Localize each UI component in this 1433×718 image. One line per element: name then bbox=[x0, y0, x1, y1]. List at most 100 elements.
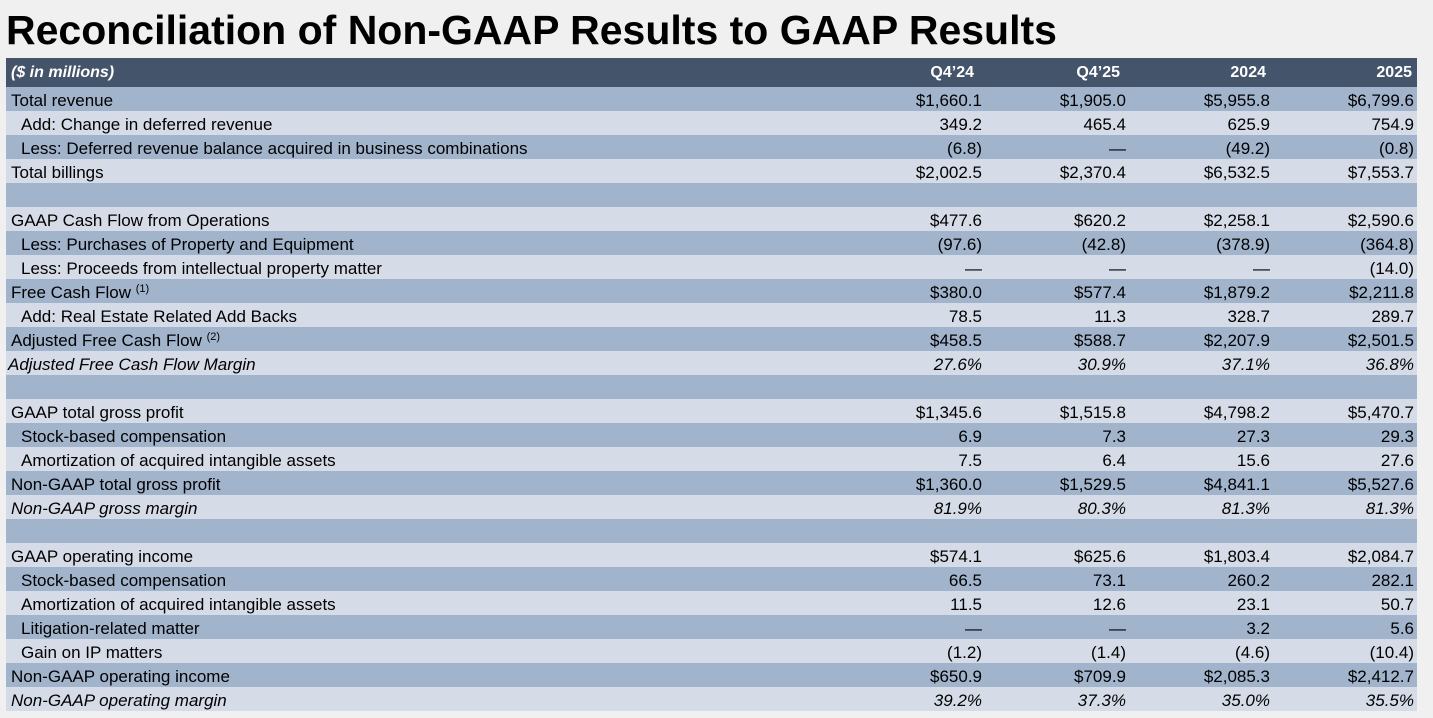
spacer-row bbox=[6, 519, 1417, 543]
table-row: GAAP total gross profit $1,345.6 $1,515.… bbox=[6, 399, 1417, 423]
table-row: Add: Real Estate Related Add Backs 78.5 … bbox=[6, 303, 1417, 327]
cell-value: (6.8) bbox=[947, 139, 982, 158]
row-label: Add: Change in deferred revenue bbox=[21, 115, 273, 134]
cell-value: 328.7 bbox=[1227, 307, 1270, 326]
cell-value: 625.9 bbox=[1227, 115, 1270, 134]
cell-value: (1.2) bbox=[947, 643, 982, 662]
row-label: Gain on IP matters bbox=[21, 643, 163, 662]
cell-value: $4,798.2 bbox=[1203, 403, 1270, 422]
cell-value: $1,529.5 bbox=[1059, 475, 1126, 494]
cell-value: $2,412.7 bbox=[1347, 667, 1414, 686]
cell-value: $5,527.6 bbox=[1347, 475, 1414, 494]
row-label: Less: Purchases of Property and Equipmen… bbox=[21, 235, 354, 254]
table-row: GAAP Cash Flow from Operations $477.6 $6… bbox=[6, 207, 1417, 231]
row-label: Amortization of acquired intangible asse… bbox=[21, 451, 336, 470]
row-label: Adjusted Free Cash Flow Margin bbox=[8, 355, 256, 374]
cell-value: $2,207.9 bbox=[1203, 331, 1270, 350]
row-label: Non-GAAP operating income bbox=[11, 667, 230, 686]
cell-value: $2,002.5 bbox=[915, 163, 982, 182]
table-row: Amortization of acquired intangible asse… bbox=[6, 591, 1417, 615]
row-label: GAAP total gross profit bbox=[11, 403, 184, 422]
cell-value: $5,955.8 bbox=[1203, 91, 1270, 110]
cell-value: $458.5 bbox=[930, 331, 982, 350]
table-row: Less: Deferred revenue balance acquired … bbox=[6, 135, 1417, 159]
cell-value: $5,470.7 bbox=[1347, 403, 1414, 422]
cell-value: $650.9 bbox=[930, 667, 982, 686]
cell-value: 30.9% bbox=[1077, 355, 1126, 374]
spacer-row bbox=[6, 183, 1417, 207]
cell-value: 3.2 bbox=[1246, 619, 1270, 638]
row-label: Stock-based compensation bbox=[21, 427, 227, 446]
cell-value: 81.9% bbox=[933, 499, 982, 518]
row-label: Non-GAAP gross margin bbox=[11, 499, 198, 518]
row-label: GAAP operating income bbox=[11, 547, 194, 566]
cell-value: 37.1% bbox=[1221, 355, 1270, 374]
cell-value: $577.4 bbox=[1074, 283, 1126, 302]
row-label: Total revenue bbox=[11, 91, 114, 110]
cell-value: $2,211.8 bbox=[1349, 283, 1414, 302]
table-row: Total revenue $1,660.1 $1,905.0 $5,955.8… bbox=[6, 87, 1417, 111]
reconciliation-table: ($ in millions) Q4’24 Q4’25 2024 2025 To… bbox=[6, 58, 1417, 711]
row-label: GAAP Cash Flow from Operations bbox=[11, 211, 270, 230]
cell-value: $1,660.1 bbox=[915, 91, 982, 110]
cell-value: $1,345.6 bbox=[915, 403, 982, 422]
column-header: 2024 bbox=[1230, 63, 1266, 81]
cell-value: $2,084.7 bbox=[1347, 547, 1414, 566]
cell-value: 289.7 bbox=[1371, 307, 1414, 326]
table-row: Less: Purchases of Property and Equipmen… bbox=[6, 231, 1417, 255]
table-row: Free Cash Flow (1) $380.0 $577.4 $1,879.… bbox=[6, 279, 1417, 303]
cell-value: 465.4 bbox=[1083, 115, 1126, 134]
cell-value: $6,799.6 bbox=[1347, 91, 1414, 110]
cell-value: $2,501.5 bbox=[1347, 331, 1414, 350]
cell-value: $2,258.1 bbox=[1203, 211, 1270, 230]
cell-value: 35.0% bbox=[1221, 691, 1270, 710]
cell-value: (97.6) bbox=[937, 235, 982, 254]
footnote-marker: (1) bbox=[135, 283, 150, 295]
cell-value: 73.1 bbox=[1092, 571, 1126, 590]
cell-value: — bbox=[965, 619, 982, 638]
cell-value: 27.3 bbox=[1236, 427, 1270, 446]
row-label: Less: Deferred revenue balance acquired … bbox=[21, 139, 528, 158]
row-label: Litigation-related matter bbox=[21, 619, 200, 638]
cell-value: 23.1 bbox=[1236, 595, 1270, 614]
cell-value: (42.8) bbox=[1081, 235, 1126, 254]
table-row: Non-GAAP gross margin 81.9% 80.3% 81.3% … bbox=[6, 495, 1417, 519]
row-label: Free Cash Flow (1) bbox=[11, 283, 150, 302]
cell-value: $709.9 bbox=[1074, 667, 1126, 686]
cell-value: $588.7 bbox=[1074, 331, 1126, 350]
cell-value: (364.8) bbox=[1360, 235, 1414, 254]
row-label: Less: Proceeds from intellectual propert… bbox=[21, 259, 382, 278]
table-row: Less: Proceeds from intellectual propert… bbox=[6, 255, 1417, 279]
cell-value: (4.6) bbox=[1235, 643, 1270, 662]
row-label: Adjusted Free Cash Flow (2) bbox=[11, 331, 221, 350]
table-row: GAAP operating income $574.1 $625.6 $1,8… bbox=[6, 543, 1417, 567]
cell-value: $6,532.5 bbox=[1203, 163, 1270, 182]
cell-value: (0.8) bbox=[1379, 139, 1414, 158]
cell-value: $1,360.0 bbox=[915, 475, 982, 494]
cell-value: 5.6 bbox=[1390, 619, 1414, 638]
cell-value: 7.5 bbox=[958, 451, 982, 470]
cell-value: — bbox=[1109, 259, 1126, 278]
cell-value: 11.5 bbox=[950, 595, 982, 614]
footnote-marker: (2) bbox=[206, 331, 221, 343]
cell-value: $1,515.8 bbox=[1059, 403, 1126, 422]
cell-value: $620.2 bbox=[1074, 211, 1126, 230]
table-row: Gain on IP matters (1.2) (1.4) (4.6) (10… bbox=[6, 639, 1417, 663]
cell-value: (14.0) bbox=[1369, 259, 1414, 278]
cell-value: — bbox=[1109, 139, 1126, 158]
cell-value: — bbox=[1109, 619, 1126, 638]
column-header: Q4’25 bbox=[1076, 63, 1120, 81]
cell-value: $574.1 bbox=[930, 547, 982, 566]
cell-value: $2,085.3 bbox=[1203, 667, 1270, 686]
page-title: Reconciliation of Non-GAAP Results to GA… bbox=[6, 7, 1057, 53]
cell-value: 6.4 bbox=[1102, 451, 1126, 470]
cell-value: $1,879.2 bbox=[1203, 283, 1270, 302]
table-row: Non-GAAP operating margin 39.2% 37.3% 35… bbox=[6, 687, 1417, 711]
cell-value: — bbox=[965, 259, 982, 278]
table-row: Total billings $2,002.5 $2,370.4 $6,532.… bbox=[6, 159, 1417, 183]
column-header: 2025 bbox=[1376, 63, 1412, 81]
cell-value: 37.3% bbox=[1077, 691, 1126, 710]
table-row: Adjusted Free Cash Flow (2) $458.5 $588.… bbox=[6, 327, 1417, 351]
cell-value: $1,803.4 bbox=[1203, 547, 1270, 566]
cell-value: 66.5 bbox=[948, 571, 982, 590]
